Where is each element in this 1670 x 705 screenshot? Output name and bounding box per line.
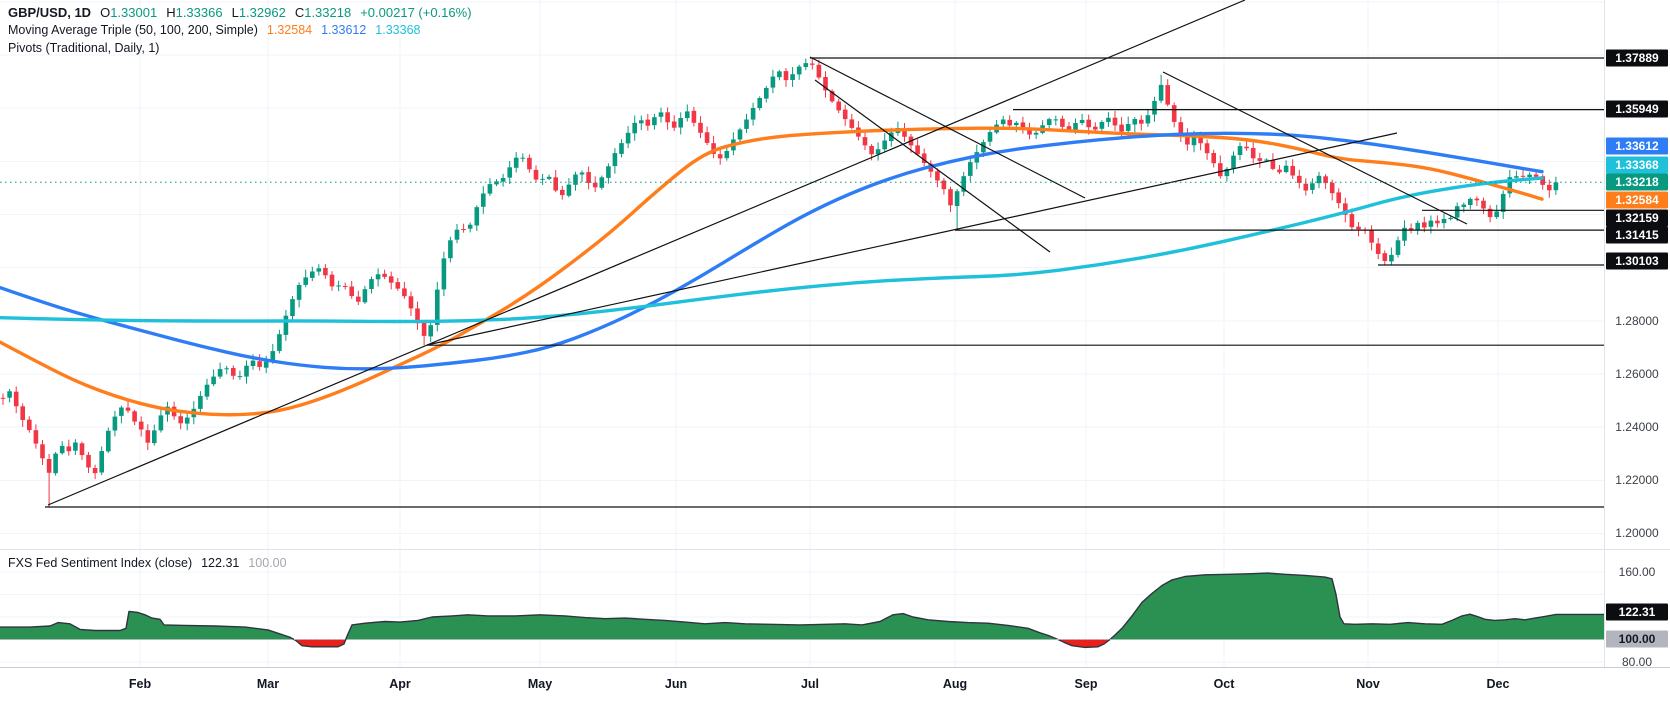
- price-badge-value: 1.33218: [1615, 175, 1659, 189]
- ma-line-sma100: [0, 131, 1544, 371]
- price-badge: [1606, 156, 1668, 174]
- price-axis-label: 1.20000: [1615, 526, 1659, 540]
- pivots-indicator-title: Pivots (Traditional, Daily, 1): [8, 41, 160, 55]
- candlestick-series[interactable]: [0, 58, 1559, 507]
- month-label: Jul: [801, 677, 819, 691]
- price-badge-value: 122.31: [1619, 605, 1656, 619]
- month-label: Oct: [1214, 677, 1236, 691]
- price-scale[interactable]: 1.28000 1.26000 1.24000 1.22000 1.20000 160.0…: [1606, 49, 1668, 670]
- sentiment-indicator-legend-row[interactable]: FXS Fed Sentiment Index (close) 122.31 100…: [8, 556, 287, 570]
- low-label: L: [231, 5, 239, 20]
- high-label: H: [166, 5, 176, 20]
- ma200-value: 1.33368: [375, 23, 421, 37]
- ma-line-sma50: [0, 126, 1544, 417]
- sentiment-value: 122.31: [201, 556, 240, 570]
- open-label: O: [100, 5, 111, 20]
- price-badge-value: 1.33368: [1615, 158, 1659, 172]
- price-badge: [1606, 603, 1668, 621]
- price-badge-value: 100.00: [1619, 632, 1656, 646]
- ma50-value: 1.32584: [266, 23, 313, 37]
- sentiment-series: [0, 572, 1604, 649]
- price-badge-value: 1.37889: [1615, 51, 1659, 65]
- ma-indicator-legend-row[interactable]: Moving Average Triple (50, 100, 200, Sim…: [8, 23, 420, 37]
- ma100-value: 1.33612: [321, 23, 367, 37]
- month-label: Mar: [257, 677, 279, 691]
- pane-separators[interactable]: [0, 0, 1670, 668]
- sentiment-base-value: 100.00: [248, 556, 287, 570]
- month-label: Apr: [389, 677, 411, 691]
- price-badge: [1606, 252, 1668, 270]
- price-badge: [1606, 226, 1668, 244]
- month-label: Aug: [943, 677, 967, 691]
- close-value: 1.33218: [304, 5, 352, 20]
- price-badge-value: 1.33612: [1615, 139, 1659, 153]
- sentiment-indicator-title: FXS Fed Sentiment Index (close): [8, 556, 193, 570]
- open-value: 1.33001: [110, 5, 158, 20]
- price-axis-label: 1.22000: [1615, 473, 1659, 487]
- low-value: 1.32962: [238, 5, 286, 20]
- trend-lines[interactable]: [47, 0, 1468, 506]
- ma-line-sma200: [0, 176, 1544, 324]
- month-label: Sep: [1075, 677, 1098, 691]
- price-badge: [1606, 100, 1668, 118]
- price-axis-label: 1.28000: [1615, 314, 1659, 328]
- close-label: C: [294, 5, 305, 20]
- month-label: Feb: [129, 677, 152, 691]
- price-axis-label: 160.00: [1619, 565, 1656, 579]
- price-badge: [1606, 630, 1668, 648]
- price-badge: [1606, 49, 1668, 67]
- month-label: Nov: [1356, 677, 1380, 691]
- price-badge-value: 1.35949: [1615, 102, 1659, 116]
- high-value: 1.33366: [175, 5, 223, 20]
- month-label: Dec: [1487, 677, 1510, 691]
- price-badge-value: 1.32159: [1615, 211, 1659, 225]
- pivot-lines: [45, 57, 1604, 508]
- change-value: +0.00217 (+0.16%): [360, 5, 472, 20]
- price-badge: [1606, 191, 1668, 209]
- price-axis-label: 1.26000: [1615, 367, 1659, 381]
- price-badge: [1606, 209, 1668, 227]
- symbol-title: GBP/USD, 1D: [8, 5, 92, 20]
- month-label: May: [528, 677, 552, 691]
- time-scale[interactable]: Feb Mar Apr May Jun Jul Aug Sep Oct Nov Dec: [129, 677, 1510, 691]
- pivots-indicator-legend-row[interactable]: Pivots (Traditional, Daily, 1): [8, 41, 159, 55]
- price-badge-value: 1.30103: [1615, 254, 1659, 268]
- price-axis-label: 80.00: [1622, 655, 1652, 669]
- price-badge-value: 1.31415: [1615, 228, 1659, 242]
- price-badge-value: 1.32584: [1615, 193, 1659, 207]
- symbol-legend-row[interactable]: GBP/USD, 1D O1.33001 H1.33366 L1.32962 C1.33…: [8, 5, 472, 20]
- price-badge: [1606, 137, 1668, 155]
- ma-indicator-title: Moving Average Triple (50, 100, 200, Sim…: [8, 23, 258, 37]
- price-axis-label: 1.24000: [1615, 420, 1659, 434]
- price-badge: [1606, 173, 1668, 191]
- month-label: Jun: [665, 677, 687, 691]
- grid: [0, 0, 1604, 667]
